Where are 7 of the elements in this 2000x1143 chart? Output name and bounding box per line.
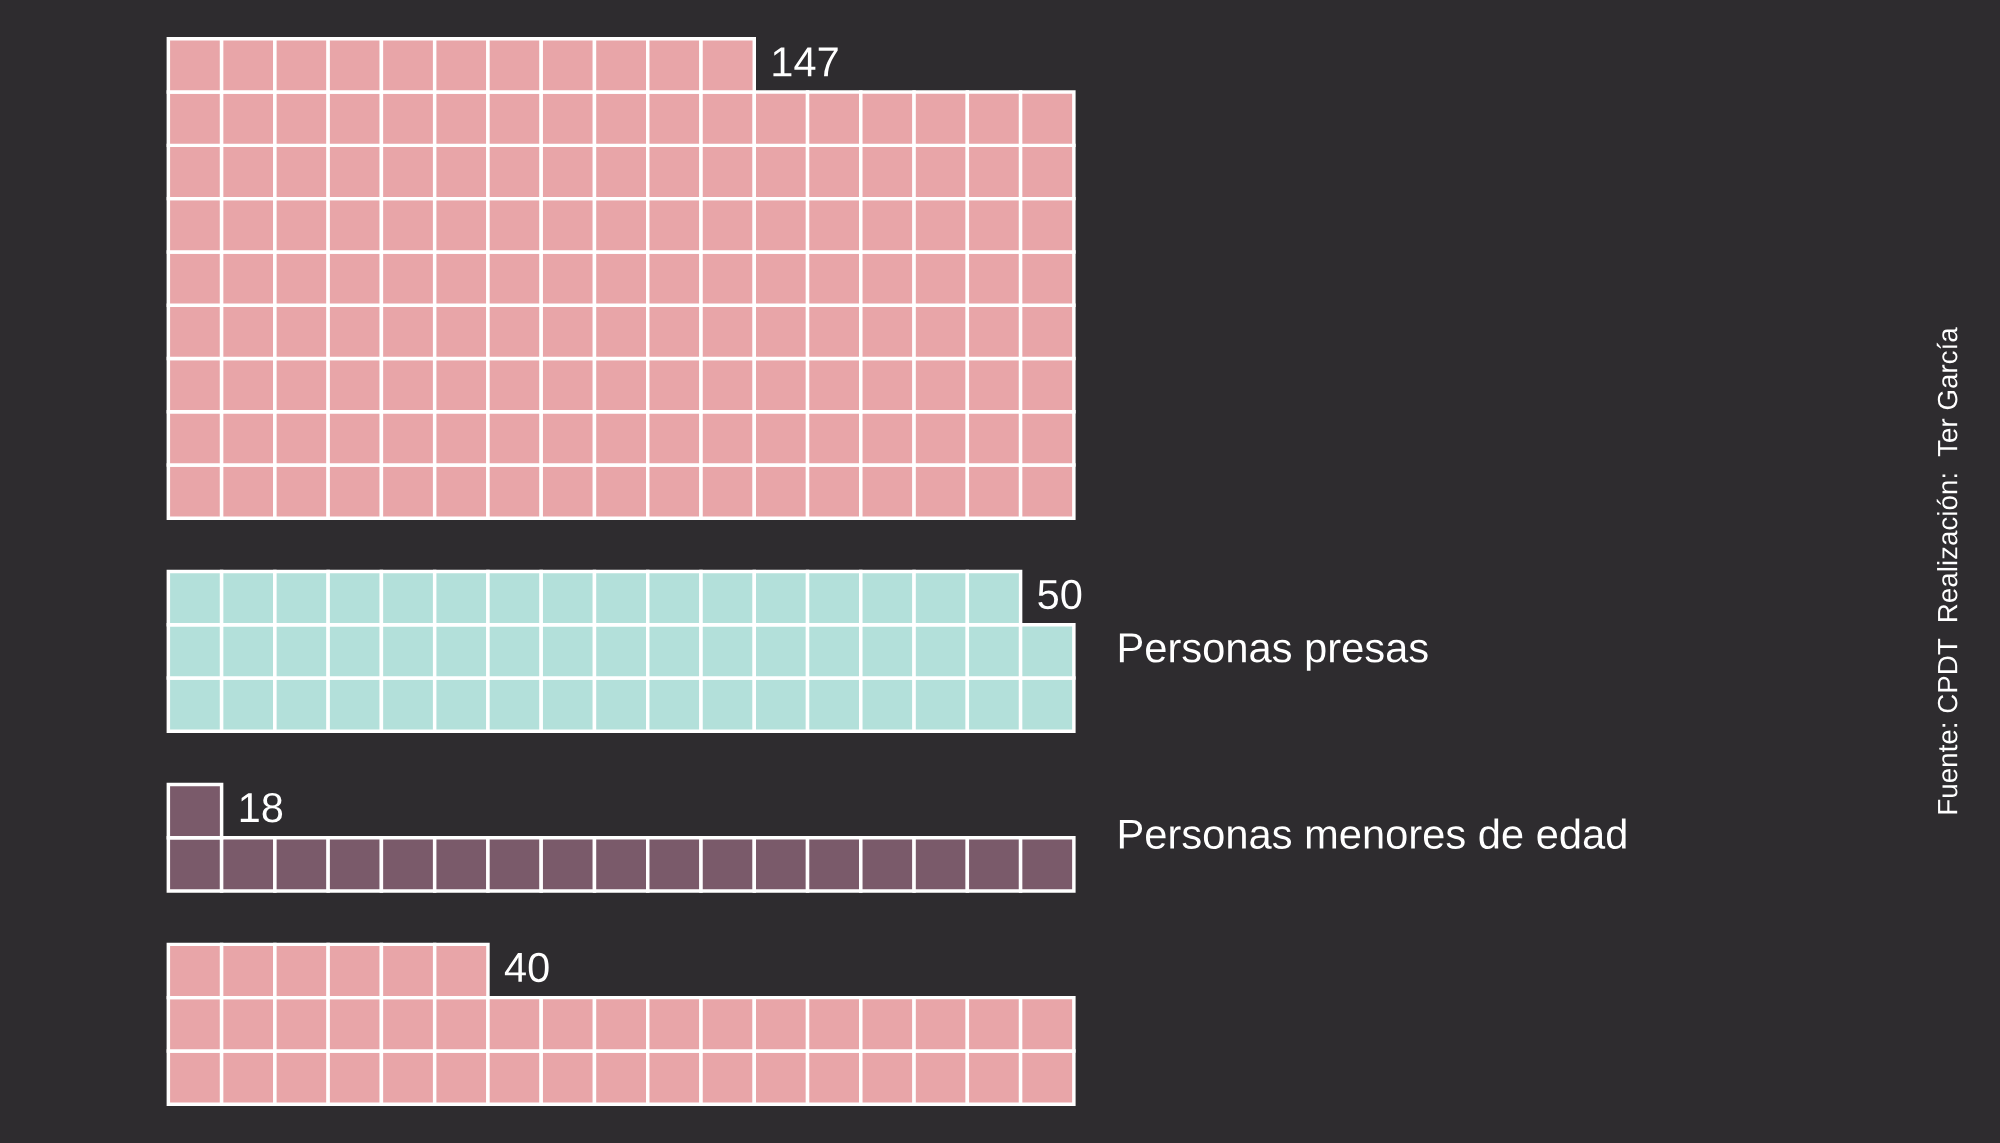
source-note: Fuente: CPDT Realización: Ter García [1936, 327, 1958, 814]
category-label: Personas menores de edad [1119, 818, 1626, 850]
data-label: 40 [504, 952, 549, 983]
category-label: Personas presas [1119, 633, 1428, 671]
data-label: 18 [240, 792, 283, 823]
data-label: 147 [773, 47, 838, 77]
data-label: 50 [1038, 579, 1082, 610]
